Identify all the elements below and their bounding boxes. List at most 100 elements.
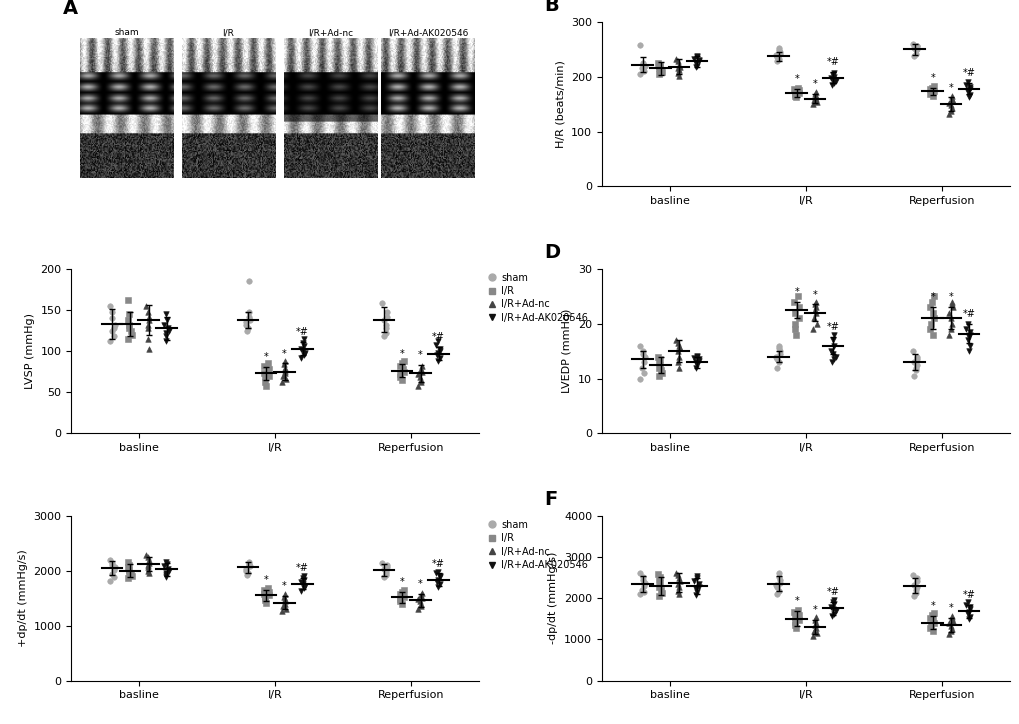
Point — [961, 611, 977, 623]
Point — [907, 584, 923, 596]
Point — [944, 96, 960, 107]
Point — [649, 568, 665, 580]
Point — [393, 586, 410, 597]
Point — [671, 340, 687, 351]
Point — [258, 380, 274, 392]
Point — [429, 350, 445, 361]
Y-axis label: -dp/dt (mmHg/s): -dp/dt (mmHg/s) — [548, 552, 557, 644]
Point — [377, 322, 393, 334]
Point — [394, 598, 411, 610]
Point — [294, 345, 311, 357]
Point — [770, 356, 787, 368]
Point — [277, 598, 293, 610]
Text: *: * — [282, 348, 286, 358]
Point — [140, 333, 156, 345]
Point — [686, 352, 702, 363]
Point — [925, 80, 942, 92]
Point — [636, 586, 652, 598]
Point — [690, 54, 706, 66]
Text: *: * — [399, 350, 405, 359]
Point — [391, 360, 408, 371]
Point — [807, 93, 823, 104]
Point — [375, 331, 391, 342]
Point — [905, 370, 921, 382]
Text: *#: *# — [296, 327, 309, 337]
Point — [770, 42, 787, 54]
Point — [650, 574, 666, 586]
Point — [924, 307, 941, 319]
Point — [908, 576, 924, 587]
Point — [808, 318, 824, 329]
Point — [786, 616, 802, 628]
Point — [686, 54, 702, 65]
Point — [257, 376, 273, 388]
Legend: sham, I/R, I/R+Ad-nc, I/R+Ad-AK020546: sham, I/R, I/R+Ad-nc, I/R+Ad-AK020546 — [483, 515, 591, 574]
Point — [786, 611, 802, 623]
Text: *#: *# — [825, 322, 839, 332]
Point — [691, 355, 707, 367]
Point — [160, 563, 176, 574]
Point — [101, 554, 117, 565]
Point — [770, 585, 787, 597]
Point — [293, 352, 310, 363]
Point — [806, 299, 822, 311]
Point — [688, 60, 704, 72]
Point — [791, 85, 807, 96]
Point — [651, 59, 667, 70]
Point — [261, 586, 277, 597]
Point — [822, 345, 839, 357]
Point — [410, 603, 426, 615]
Text: *#: *# — [962, 308, 974, 319]
Point — [667, 567, 684, 578]
Point — [653, 367, 669, 379]
Text: *: * — [812, 79, 816, 89]
Point — [140, 562, 156, 573]
Point — [806, 304, 822, 316]
Point — [238, 319, 255, 331]
Point — [650, 62, 666, 74]
Point — [770, 568, 787, 579]
Point — [667, 54, 684, 65]
Point — [635, 580, 651, 592]
Point — [808, 96, 824, 108]
Text: *: * — [929, 602, 934, 611]
Point — [804, 324, 820, 335]
Point — [260, 358, 276, 369]
Text: *#: *# — [962, 68, 974, 78]
Point — [957, 324, 973, 335]
Point — [414, 360, 430, 371]
Point — [260, 370, 276, 382]
Point — [907, 362, 923, 374]
Point — [240, 311, 257, 322]
Point — [158, 308, 174, 320]
Point — [296, 570, 312, 581]
Point — [395, 366, 412, 377]
Text: *: * — [282, 581, 286, 591]
Point — [296, 340, 312, 352]
Point — [942, 99, 958, 111]
Point — [120, 562, 137, 573]
Point — [790, 290, 806, 302]
Point — [106, 571, 122, 583]
Point — [940, 628, 956, 639]
Point — [924, 329, 941, 340]
Point — [770, 340, 787, 351]
Point — [634, 59, 650, 70]
Point — [632, 68, 648, 80]
Point — [393, 358, 410, 369]
Point — [634, 584, 650, 596]
Point — [790, 604, 806, 615]
Point — [140, 565, 156, 576]
Point — [671, 70, 687, 81]
Point — [825, 608, 842, 620]
Point — [427, 568, 443, 579]
Point — [825, 71, 842, 83]
Point — [631, 39, 647, 51]
Point — [140, 322, 156, 334]
Point — [394, 363, 411, 375]
Point — [102, 335, 118, 347]
Point — [652, 584, 668, 596]
Point — [826, 351, 843, 363]
Point — [156, 319, 172, 331]
Point — [908, 43, 924, 55]
